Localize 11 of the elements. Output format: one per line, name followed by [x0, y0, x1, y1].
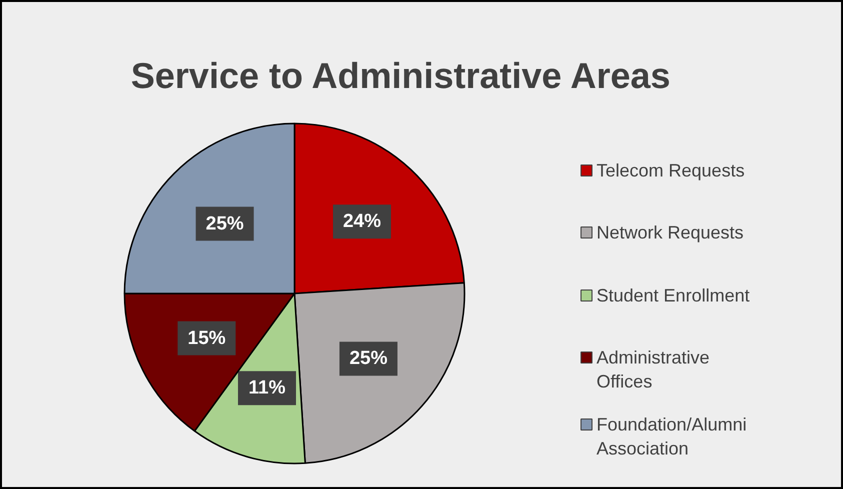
- legend-label: Foundation/Alumni Association: [596, 414, 747, 458]
- data-label: 25%: [349, 348, 388, 370]
- legend-label: Network Requests: [596, 222, 744, 242]
- chart-title: Service to Administrative Areas: [130, 55, 670, 96]
- data-label: 25%: [206, 213, 244, 234]
- data-label: 24%: [342, 211, 382, 232]
- legend-label: Telecom Requests: [596, 160, 745, 180]
- legend-label: Student Enrollment: [596, 286, 750, 306]
- data-label: 11%: [248, 378, 286, 399]
- legend-label: Administrative Offices: [596, 348, 710, 392]
- data-label: 15%: [188, 328, 226, 349]
